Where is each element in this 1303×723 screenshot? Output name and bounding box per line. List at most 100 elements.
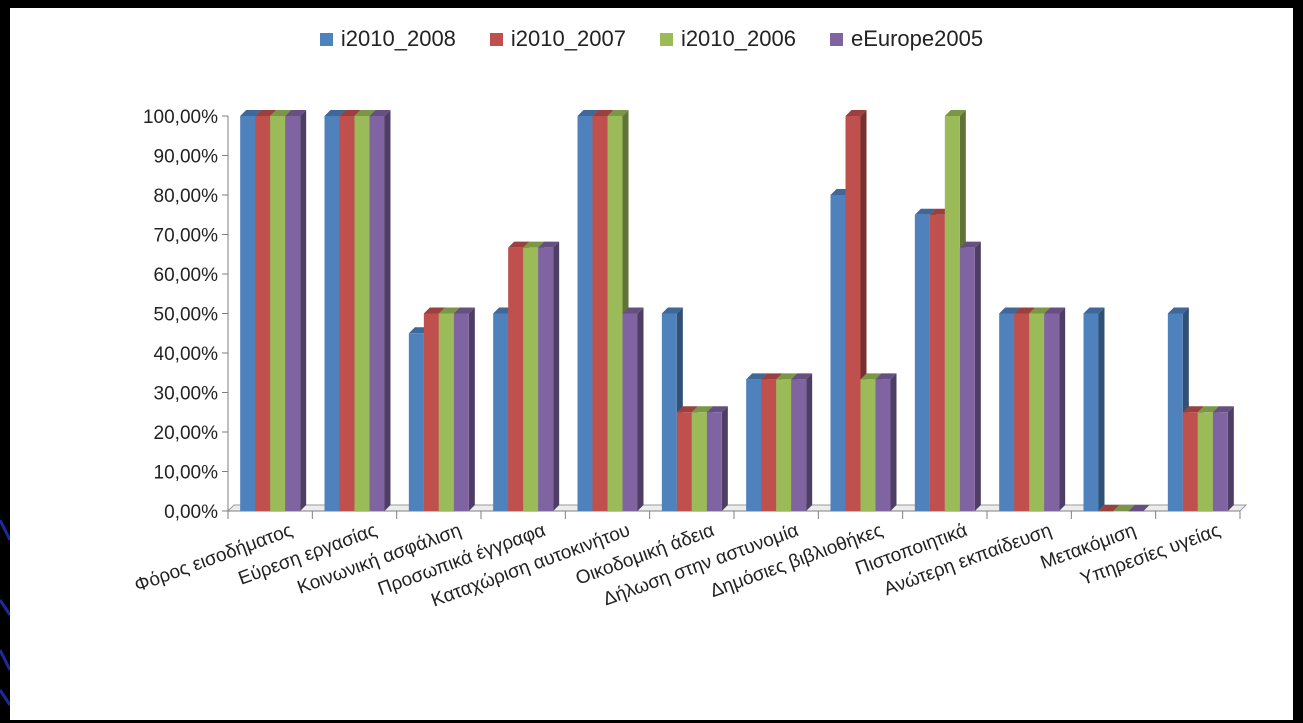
bar <box>999 313 1015 511</box>
bar-top <box>324 110 346 116</box>
bar-top <box>240 110 262 116</box>
y-tick-label: 80,00% <box>154 186 219 207</box>
bar-top <box>423 307 445 314</box>
legend-swatch <box>489 32 503 46</box>
decor-line <box>0 519 12 541</box>
bar-top <box>1128 505 1150 511</box>
bar-top <box>1167 307 1189 314</box>
bar <box>423 313 439 511</box>
bar <box>1044 313 1060 511</box>
bar-top <box>607 110 629 116</box>
bar <box>959 247 975 511</box>
bar <box>1083 313 1099 511</box>
bar-top <box>438 307 460 314</box>
bar-top <box>875 373 897 380</box>
bar <box>845 116 861 511</box>
bar-top <box>776 373 798 380</box>
bar-side <box>384 110 391 511</box>
bar <box>830 195 846 511</box>
bar <box>1197 412 1213 511</box>
bar-side <box>637 307 644 511</box>
bar-top <box>860 373 882 380</box>
y-tick-label: 70,00% <box>154 226 219 247</box>
bar <box>860 379 876 511</box>
bar <box>1212 412 1228 511</box>
bar-top <box>538 241 560 248</box>
chart-panel <box>10 8 1293 720</box>
bar-top <box>339 110 361 116</box>
bar <box>761 379 777 511</box>
bar <box>791 379 807 511</box>
bar-top <box>1113 505 1135 511</box>
bar-top <box>791 373 813 380</box>
bar <box>661 313 677 511</box>
bar <box>270 116 286 511</box>
bar <box>691 412 707 511</box>
bar <box>592 116 608 511</box>
legend-label: eEurope2005 <box>850 26 984 51</box>
y-tick-label: 100,00% <box>143 107 218 128</box>
bar-top <box>845 110 867 116</box>
bar <box>746 379 762 511</box>
legend-swatch <box>319 32 333 46</box>
y-tick-label: 20,00% <box>154 423 219 444</box>
bar <box>1098 511 1114 512</box>
bar <box>508 247 524 511</box>
bar-side <box>974 241 981 511</box>
bar-side <box>1227 406 1234 511</box>
bar-top <box>1029 307 1051 314</box>
bar <box>706 412 722 511</box>
bar-top <box>999 307 1021 314</box>
bar-top <box>959 241 981 248</box>
bar-top <box>270 110 292 116</box>
bar <box>339 116 355 511</box>
bar <box>607 116 623 511</box>
bar-side <box>890 373 897 511</box>
bar <box>577 116 593 511</box>
bar-side <box>468 307 475 511</box>
bar <box>1029 313 1045 511</box>
bar <box>493 313 509 511</box>
bar <box>438 313 454 511</box>
bar <box>255 116 271 511</box>
y-tick-label: 30,00% <box>154 384 219 405</box>
legend-item: i2010_2008 <box>319 26 456 52</box>
bar <box>776 379 792 511</box>
bar-top <box>1014 307 1036 314</box>
bar <box>875 379 891 511</box>
decor-line <box>0 649 12 671</box>
legend-item: i2010_2006 <box>659 26 796 52</box>
bar-top <box>691 406 713 413</box>
bar-top <box>1098 505 1120 511</box>
bar-top <box>706 406 728 413</box>
bar <box>324 116 340 511</box>
legend-label: i2010_2006 <box>680 26 796 51</box>
y-tick-label: 90,00% <box>154 147 219 168</box>
bar-top <box>914 208 936 215</box>
y-tick-label: 0,00% <box>164 502 218 523</box>
bar <box>914 214 930 511</box>
bar-top <box>354 110 376 116</box>
bar <box>1167 313 1183 511</box>
bar-side <box>806 373 813 511</box>
bar-top <box>661 307 683 314</box>
bar-top <box>944 110 966 116</box>
legend-swatch <box>659 32 673 46</box>
chart-legend: i2010_2008 i2010_2007 i2010_2006 eEurope200… <box>0 26 1303 52</box>
bar-side <box>553 241 560 511</box>
bar <box>944 116 960 511</box>
bar-top <box>577 110 599 116</box>
bar <box>240 116 256 511</box>
bar-top <box>453 307 475 314</box>
decor-line <box>0 599 12 616</box>
legend-item: eEurope2005 <box>829 26 984 52</box>
bar-top <box>1044 307 1066 314</box>
bar-top <box>1197 406 1219 413</box>
bar-top <box>523 241 545 248</box>
bar <box>1128 511 1144 512</box>
bar-top <box>622 307 644 314</box>
bar-top <box>255 110 277 116</box>
bar <box>369 116 385 511</box>
